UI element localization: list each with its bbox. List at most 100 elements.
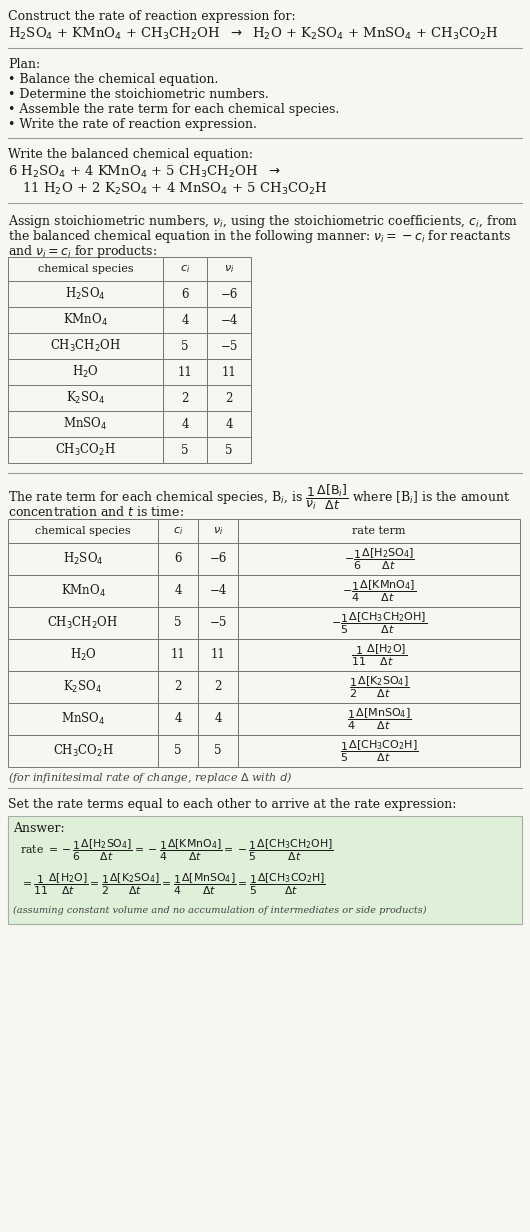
Text: 11: 11 bbox=[178, 366, 192, 378]
Bar bbox=[238, 703, 520, 736]
Text: 4: 4 bbox=[174, 584, 182, 598]
Bar bbox=[163, 411, 207, 437]
Bar bbox=[198, 639, 238, 671]
Bar bbox=[8, 519, 158, 543]
Text: 5: 5 bbox=[174, 616, 182, 630]
Text: −6: −6 bbox=[209, 552, 227, 565]
Text: Plan:: Plan: bbox=[8, 58, 40, 71]
Text: −4: −4 bbox=[220, 313, 237, 326]
Text: and $\nu_i = c_i$ for products:: and $\nu_i = c_i$ for products: bbox=[8, 243, 157, 260]
Text: −5: −5 bbox=[209, 616, 227, 630]
Text: H$_2$SO$_4$: H$_2$SO$_4$ bbox=[65, 286, 106, 302]
Text: H$_2$SO$_4$: H$_2$SO$_4$ bbox=[63, 551, 103, 567]
Bar bbox=[158, 703, 198, 736]
Bar bbox=[207, 257, 251, 281]
Bar bbox=[163, 359, 207, 384]
Text: $\nu_i$: $\nu_i$ bbox=[213, 525, 223, 537]
Bar bbox=[8, 607, 158, 639]
Text: 11: 11 bbox=[171, 648, 185, 662]
Bar bbox=[207, 411, 251, 437]
Bar bbox=[238, 575, 520, 607]
Text: H$_2$O: H$_2$O bbox=[72, 363, 99, 379]
Bar bbox=[158, 736, 198, 768]
Text: 2: 2 bbox=[174, 680, 182, 694]
Bar bbox=[207, 384, 251, 411]
Bar bbox=[8, 384, 163, 411]
Text: Construct the rate of reaction expression for:: Construct the rate of reaction expressio… bbox=[8, 10, 296, 23]
Text: The rate term for each chemical species, B$_i$, is $\dfrac{1}{\nu_i}\dfrac{\Delt: The rate term for each chemical species,… bbox=[8, 483, 510, 513]
Bar bbox=[207, 307, 251, 333]
Bar bbox=[163, 307, 207, 333]
Text: $c_i$: $c_i$ bbox=[180, 264, 190, 275]
Text: $\dfrac{1}{5}\dfrac{\Delta[\mathrm{CH_3CO_2H}]}{\Delta t}$: $\dfrac{1}{5}\dfrac{\Delta[\mathrm{CH_3C… bbox=[340, 738, 418, 764]
Bar bbox=[163, 333, 207, 359]
Text: 4: 4 bbox=[181, 313, 189, 326]
Bar bbox=[207, 281, 251, 307]
Text: Assign stoichiometric numbers, $\nu_i$, using the stoichiometric coefficients, $: Assign stoichiometric numbers, $\nu_i$, … bbox=[8, 213, 518, 230]
Text: 6 H$_2$SO$_4$ + 4 KMnO$_4$ + 5 CH$_3$CH$_2$OH  $\rightarrow$: 6 H$_2$SO$_4$ + 4 KMnO$_4$ + 5 CH$_3$CH$… bbox=[8, 164, 280, 180]
Text: • Assemble the rate term for each chemical species.: • Assemble the rate term for each chemic… bbox=[8, 103, 339, 116]
Text: • Determine the stoichiometric numbers.: • Determine the stoichiometric numbers. bbox=[8, 87, 269, 101]
Text: MnSO$_4$: MnSO$_4$ bbox=[64, 416, 108, 432]
Bar bbox=[158, 575, 198, 607]
Text: 5: 5 bbox=[214, 744, 222, 758]
Bar bbox=[163, 384, 207, 411]
Bar bbox=[158, 519, 198, 543]
Bar bbox=[8, 333, 163, 359]
Text: $c_i$: $c_i$ bbox=[173, 525, 183, 537]
Text: Set the rate terms equal to each other to arrive at the rate expression:: Set the rate terms equal to each other t… bbox=[8, 798, 456, 811]
Bar bbox=[207, 359, 251, 384]
Bar bbox=[198, 671, 238, 703]
Text: $\dfrac{1}{2}\dfrac{\Delta[\mathrm{K_2SO_4}]}{\Delta t}$: $\dfrac{1}{2}\dfrac{\Delta[\mathrm{K_2SO… bbox=[349, 674, 409, 700]
Text: $-\dfrac{1}{4}\dfrac{\Delta[\mathrm{KMnO_4}]}{\Delta t}$: $-\dfrac{1}{4}\dfrac{\Delta[\mathrm{KMnO… bbox=[342, 578, 416, 604]
Bar bbox=[8, 575, 158, 607]
Text: MnSO$_4$: MnSO$_4$ bbox=[61, 711, 105, 727]
Text: (assuming constant volume and no accumulation of intermediates or side products): (assuming constant volume and no accumul… bbox=[13, 906, 427, 915]
Text: KMnO$_4$: KMnO$_4$ bbox=[60, 583, 105, 599]
Bar bbox=[238, 543, 520, 575]
Text: 5: 5 bbox=[174, 744, 182, 758]
Text: 2: 2 bbox=[181, 392, 189, 404]
Text: 6: 6 bbox=[174, 552, 182, 565]
Text: $\dfrac{1}{11}\dfrac{\Delta[\mathrm{H_2O}]}{\Delta t}$: $\dfrac{1}{11}\dfrac{\Delta[\mathrm{H_2O… bbox=[351, 642, 407, 668]
Text: rate term: rate term bbox=[352, 526, 406, 536]
Text: chemical species: chemical species bbox=[38, 264, 134, 274]
Text: 5: 5 bbox=[181, 340, 189, 352]
Text: −6: −6 bbox=[220, 287, 237, 301]
Bar bbox=[238, 671, 520, 703]
Bar bbox=[8, 671, 158, 703]
Bar bbox=[8, 543, 158, 575]
Bar bbox=[8, 411, 163, 437]
Bar bbox=[163, 281, 207, 307]
Text: $\dfrac{1}{4}\dfrac{\Delta[\mathrm{MnSO_4}]}{\Delta t}$: $\dfrac{1}{4}\dfrac{\Delta[\mathrm{MnSO_… bbox=[347, 706, 411, 732]
Text: 11: 11 bbox=[222, 366, 236, 378]
Bar bbox=[8, 359, 163, 384]
Text: 5: 5 bbox=[181, 444, 189, 457]
Bar bbox=[8, 281, 163, 307]
Text: $-\dfrac{1}{6}\dfrac{\Delta[\mathrm{H_2SO_4}]}{\Delta t}$: $-\dfrac{1}{6}\dfrac{\Delta[\mathrm{H_2S… bbox=[343, 546, 414, 572]
Bar bbox=[8, 437, 163, 463]
Text: −4: −4 bbox=[209, 584, 227, 598]
Text: CH$_3$CH$_2$OH: CH$_3$CH$_2$OH bbox=[48, 615, 119, 631]
Text: −5: −5 bbox=[220, 340, 237, 352]
Bar bbox=[158, 639, 198, 671]
Bar bbox=[238, 736, 520, 768]
Text: CH$_3$CH$_2$OH: CH$_3$CH$_2$OH bbox=[50, 338, 121, 354]
Bar bbox=[8, 703, 158, 736]
Bar bbox=[163, 257, 207, 281]
Text: 4: 4 bbox=[174, 712, 182, 726]
Text: (for infinitesimal rate of change, replace $\Delta$ with $d$): (for infinitesimal rate of change, repla… bbox=[8, 770, 293, 785]
Bar bbox=[8, 736, 158, 768]
Bar bbox=[198, 736, 238, 768]
Text: concentration and $t$ is time:: concentration and $t$ is time: bbox=[8, 505, 184, 519]
Bar bbox=[238, 639, 520, 671]
Text: 4: 4 bbox=[225, 418, 233, 430]
Text: K$_2$SO$_4$: K$_2$SO$_4$ bbox=[66, 391, 105, 407]
Text: 5: 5 bbox=[225, 444, 233, 457]
Bar bbox=[207, 333, 251, 359]
Text: H$_2$SO$_4$ + KMnO$_4$ + CH$_3$CH$_2$OH  $\rightarrow$  H$_2$O + K$_2$SO$_4$ + M: H$_2$SO$_4$ + KMnO$_4$ + CH$_3$CH$_2$OH … bbox=[8, 26, 499, 42]
Bar bbox=[207, 437, 251, 463]
Text: 6: 6 bbox=[181, 287, 189, 301]
Text: • Write the rate of reaction expression.: • Write the rate of reaction expression. bbox=[8, 118, 257, 131]
Bar bbox=[8, 816, 522, 924]
